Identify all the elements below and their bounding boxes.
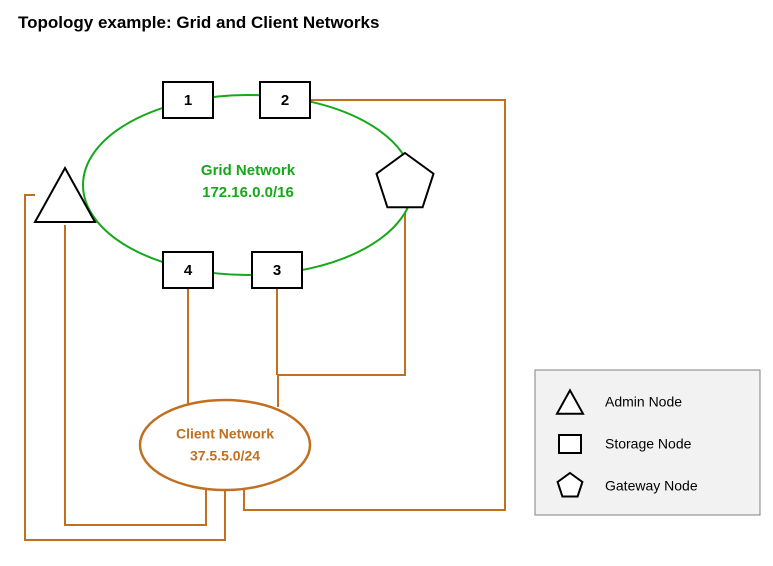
- grid-network-cidr: 172.16.0.0/16: [202, 184, 294, 201]
- storage-node-label: 3: [273, 262, 281, 279]
- storage-node-label: 1: [184, 92, 192, 109]
- client-wire: [278, 213, 405, 407]
- client-network-name: Client Network: [176, 426, 274, 442]
- legend-square-icon: [559, 435, 581, 453]
- diagram-title: Topology example: Grid and Client Networ…: [18, 13, 379, 32]
- client-network-ring: [140, 400, 310, 490]
- grid-network-name: Grid Network: [201, 162, 296, 179]
- legend-item-label: Gateway Node: [605, 478, 698, 494]
- gateway-node: [377, 153, 434, 207]
- client-network-cidr: 37.5.5.0/24: [190, 448, 260, 464]
- legend-item-label: Admin Node: [605, 394, 682, 410]
- storage-node-label: 4: [184, 262, 193, 279]
- legend-item-label: Storage Node: [605, 436, 692, 452]
- storage-node-label: 2: [281, 92, 289, 109]
- admin-node: [35, 168, 95, 222]
